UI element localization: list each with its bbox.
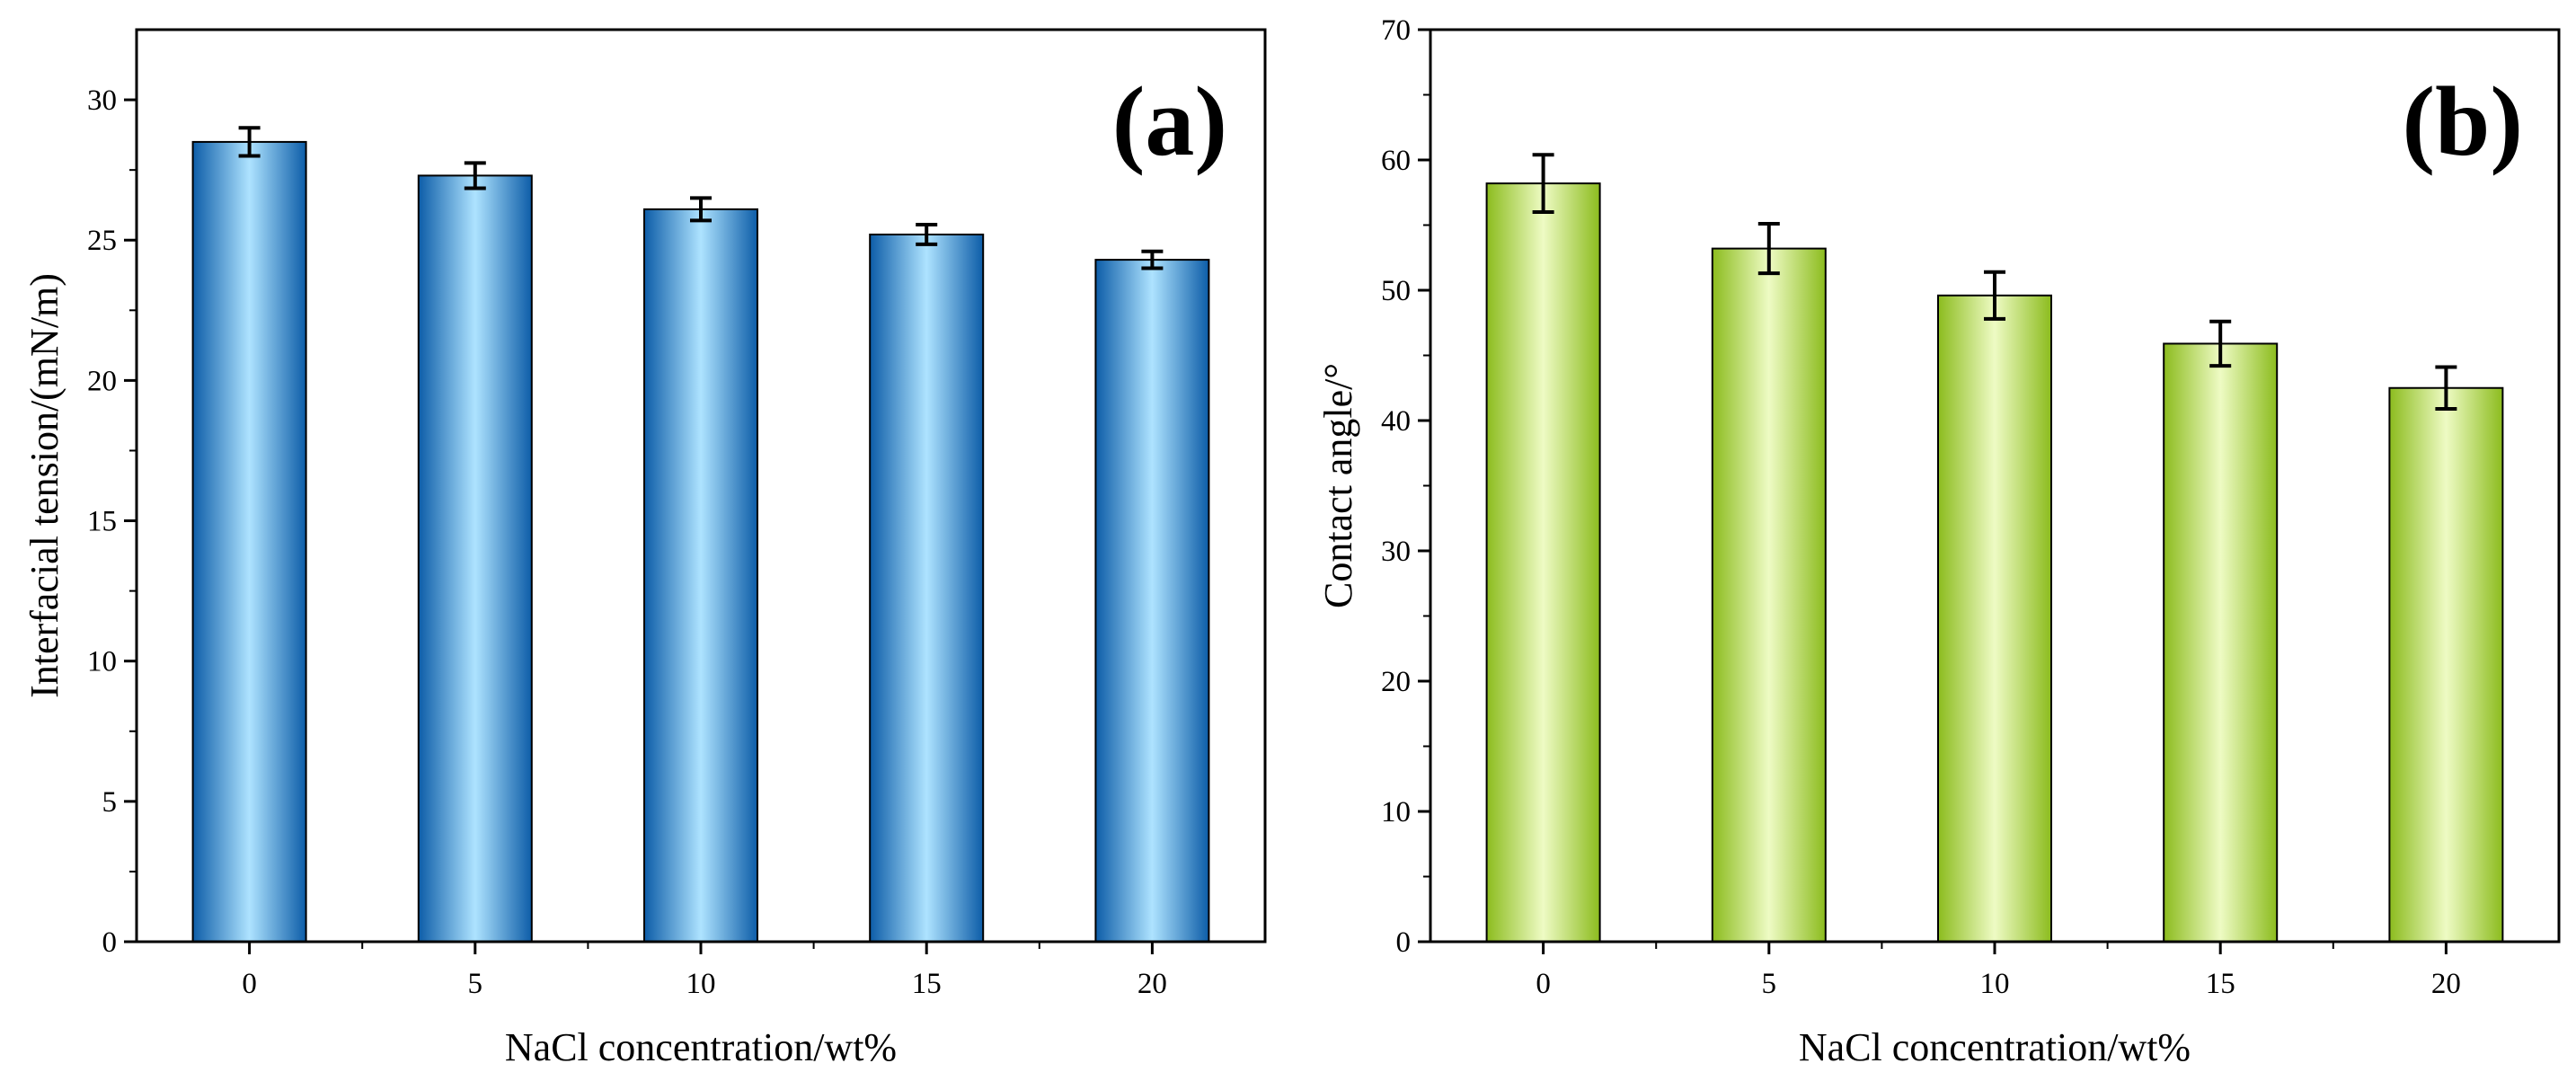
error-bar-group bbox=[238, 126, 1164, 270]
x-tick-label: 0 bbox=[1536, 968, 1551, 1000]
y-axis-title: Interfacial tension/(mN/m) bbox=[22, 273, 66, 698]
bar bbox=[1094, 259, 1210, 944]
y-tick-label: 30 bbox=[1381, 536, 1411, 568]
y-tick-label: 20 bbox=[87, 365, 117, 397]
x-tick-label: 15 bbox=[912, 968, 942, 1000]
chart-panel-a: 0 5 10 15 20 25 30 0 5 10 15 20 NaCl concentration… bbox=[22, 28, 1267, 1069]
x-tick-label: 20 bbox=[1138, 968, 1167, 1000]
y-tick-label: 15 bbox=[87, 506, 117, 538]
x-tick-label: 10 bbox=[686, 968, 716, 1000]
y-tick-label: 70 bbox=[1381, 14, 1411, 47]
y-tick-label: 0 bbox=[102, 926, 118, 959]
bar bbox=[191, 140, 307, 943]
x-tick-labels: 0 5 10 15 20 bbox=[242, 968, 1167, 1000]
x-axis-title: NaCl concentration/wt% bbox=[1799, 1025, 2191, 1069]
chart-panel-b: 0 10 20 30 40 50 60 70 0 5 10 15 20 NaCl concentrat… bbox=[1316, 14, 2561, 1069]
x-tick-label: 5 bbox=[468, 968, 483, 1000]
bar-group bbox=[1485, 182, 2504, 944]
bar bbox=[643, 208, 758, 943]
y-tick-label: 60 bbox=[1381, 145, 1411, 177]
y-axis-title: Contact angle/° bbox=[1316, 363, 1360, 608]
plot-frame bbox=[1429, 28, 2561, 944]
y-tick-labels: 0 10 20 30 40 50 60 70 bbox=[1381, 14, 1411, 959]
y-tick-label: 30 bbox=[87, 84, 117, 117]
bar-group bbox=[191, 140, 1210, 944]
x-tick-label: 0 bbox=[242, 968, 257, 1000]
x-axis-title: NaCl concentration/wt% bbox=[505, 1025, 897, 1069]
bar bbox=[2388, 386, 2504, 943]
bar bbox=[417, 174, 533, 943]
y-tick-label: 10 bbox=[1381, 796, 1411, 828]
y-tick-label: 40 bbox=[1381, 405, 1411, 438]
y-tick-labels: 0 5 10 15 20 25 30 bbox=[87, 84, 117, 959]
bar bbox=[2163, 342, 2279, 943]
y-tick-label: 5 bbox=[102, 786, 118, 819]
bar bbox=[1711, 247, 1827, 944]
axis-ticks bbox=[124, 98, 1154, 954]
error-bar-group bbox=[1532, 153, 2457, 411]
y-tick-label: 20 bbox=[1381, 666, 1411, 698]
bar bbox=[1937, 294, 2052, 943]
y-tick-label: 50 bbox=[1381, 275, 1411, 307]
y-tick-label: 0 bbox=[1396, 926, 1412, 959]
y-tick-label: 10 bbox=[87, 646, 117, 678]
panel-label-a: (a) bbox=[1112, 66, 1227, 176]
y-tick-label: 25 bbox=[87, 225, 117, 257]
bar bbox=[869, 233, 985, 943]
panel-label-b: (b) bbox=[2403, 66, 2523, 176]
x-tick-labels: 0 5 10 15 20 bbox=[1536, 968, 2461, 1000]
bar bbox=[1485, 182, 1601, 944]
plot-frame bbox=[135, 28, 1267, 944]
x-tick-label: 15 bbox=[2206, 968, 2235, 1000]
x-tick-label: 5 bbox=[1762, 968, 1777, 1000]
x-tick-label: 20 bbox=[2431, 968, 2461, 1000]
x-tick-label: 10 bbox=[1980, 968, 2010, 1000]
